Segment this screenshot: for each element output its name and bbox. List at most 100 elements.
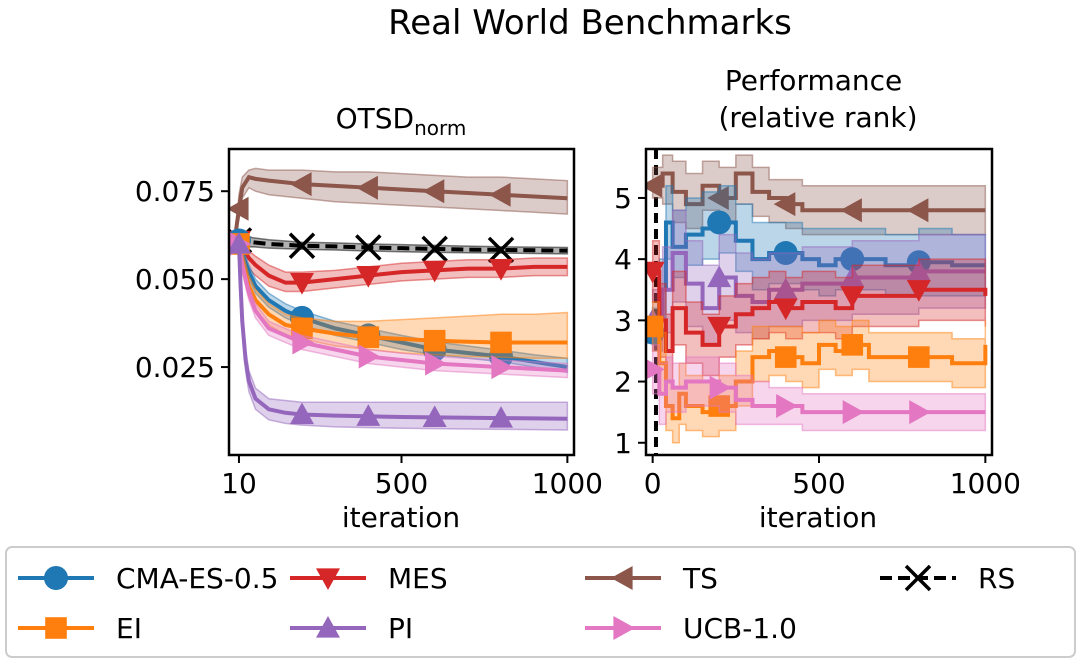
ytick-label-2: 0.075	[135, 175, 215, 208]
xtick-label-2: 1000	[532, 467, 603, 500]
left-xlabel: iteration	[342, 501, 460, 534]
marker-cma-es-0-5-1	[707, 210, 732, 235]
marker-ts-0	[229, 196, 249, 221]
right-title-line-2: (relative rank)	[719, 101, 918, 134]
marker-ucb-1-0-3	[842, 400, 865, 425]
band-ucb-1-0	[651, 344, 987, 432]
line-ts	[233, 174, 568, 234]
marker-ucb-1-0-1	[709, 375, 732, 400]
xtick-label-0: 0	[644, 467, 662, 500]
marker-mes-2	[773, 298, 798, 321]
legend-frame	[5, 546, 1076, 658]
marker-ei-3	[423, 329, 446, 352]
marker-ts-4	[489, 182, 511, 207]
marker-ei-3	[841, 334, 864, 356]
marker-mes-4	[906, 280, 931, 302]
legend-label: TS	[682, 562, 718, 595]
legend-item-mes: MES	[290, 562, 448, 595]
marker-rs-3	[421, 235, 448, 263]
marker-ei-4	[908, 346, 930, 368]
xtick-label-1: 500	[375, 467, 428, 500]
ytick-label-2: 3	[614, 304, 632, 337]
legend-label: UCB-1.0	[683, 612, 797, 645]
marker-ucb-1-0-0	[646, 358, 665, 380]
marker-mes-1	[289, 273, 314, 295]
ytick-label-4: 5	[614, 182, 632, 215]
band-mes	[234, 232, 569, 293]
xtick-label-2: 1000	[950, 467, 1021, 500]
legend-marker-ucb-1-0	[613, 616, 635, 640]
legend-label: PI	[388, 612, 413, 645]
legend-label: RS	[978, 562, 1015, 595]
marker-ucb-1-0-4	[909, 400, 931, 425]
marker-ts-2	[773, 192, 796, 217]
legend-marker-ei	[45, 617, 67, 639]
legend-item-ei: EI	[18, 612, 142, 645]
plot-area	[646, 149, 988, 455]
marker-mes-3	[840, 286, 865, 308]
marker-ei-2	[357, 326, 380, 348]
marker-mes-1	[707, 316, 732, 339]
marker-pi-2	[356, 404, 381, 426]
legend: CMA-ES-0.5 MES TS RS EI PI UCB-1.0	[5, 546, 1076, 658]
marker-ts-0	[646, 173, 663, 198]
marker-ei-4	[490, 331, 512, 354]
band-rs	[234, 232, 569, 255]
line-pi	[652, 251, 986, 323]
marker-ts-3	[840, 198, 862, 223]
ytick-label-3: 4	[614, 243, 632, 276]
marker-mes-0	[646, 261, 665, 284]
marker-pi-3	[422, 405, 447, 427]
ytick-label-0: 1	[614, 427, 632, 460]
left-panel-title: OTSDnorm	[336, 102, 467, 140]
plot-area	[229, 167, 569, 431]
right-xlabel: iteration	[759, 501, 877, 534]
legend-marker-pi	[316, 616, 340, 638]
legend-item-cma-es-0-5: CMA-ES-0.5	[18, 562, 278, 595]
marker-ei-0	[646, 315, 664, 338]
legend-label: EI	[116, 612, 142, 645]
left-title-main: OTSD	[336, 102, 414, 135]
line-mes	[652, 269, 988, 353]
performance-panel: 0 500 1000 1 2 3 4 5	[614, 147, 1021, 500]
marker-pi-4	[906, 259, 931, 281]
marker-rs-4	[487, 236, 515, 264]
legend-marker-mes	[316, 568, 340, 590]
marker-pi-2	[773, 277, 798, 300]
band-ts	[234, 167, 569, 234]
line-pi	[235, 241, 568, 421]
marker-ts-4	[906, 198, 929, 223]
marker-ts-2	[356, 175, 378, 200]
ytick-label-1: 0.050	[135, 263, 215, 296]
ytick-label-0: 0.025	[135, 351, 215, 384]
marker-pi-4	[489, 406, 514, 428]
marker-ucb-1-0-3	[425, 351, 447, 376]
line-ucb-1-0	[235, 241, 568, 373]
marker-ts-1	[289, 172, 312, 197]
figure-title: Real World Benchmarks	[388, 3, 792, 43]
xtick-label-0: 10	[221, 467, 257, 500]
xtick-label-1: 500	[792, 467, 845, 500]
left-title-subscript: norm	[414, 116, 466, 140]
marker-pi-0	[229, 231, 251, 254]
right-title-line-1: Performance	[725, 64, 902, 97]
marker-mes-4	[489, 258, 514, 281]
marker-ucb-1-0-2	[358, 344, 381, 369]
marker-ucb-1-0-1	[292, 330, 314, 355]
legend-marker-cma-es-0-5	[44, 566, 68, 590]
right-panel-title: Performance (relative rank)	[719, 64, 918, 134]
marker-pi-1	[289, 402, 314, 425]
line-ei	[652, 324, 988, 421]
legend-marker-rs	[904, 564, 932, 592]
marker-rs-1	[288, 232, 316, 259]
legend-marker-ts	[611, 566, 633, 590]
marker-rs-2	[355, 234, 382, 261]
legend-label: MES	[388, 562, 448, 595]
legend-item-rs: RS	[880, 562, 1015, 595]
band-ucb-1-0	[234, 236, 569, 379]
legend-label: CMA-ES-0.5	[116, 562, 278, 595]
marker-ucb-1-0-2	[776, 394, 798, 419]
marker-ts-1	[707, 185, 729, 210]
legend-item-pi: PI	[290, 612, 413, 645]
